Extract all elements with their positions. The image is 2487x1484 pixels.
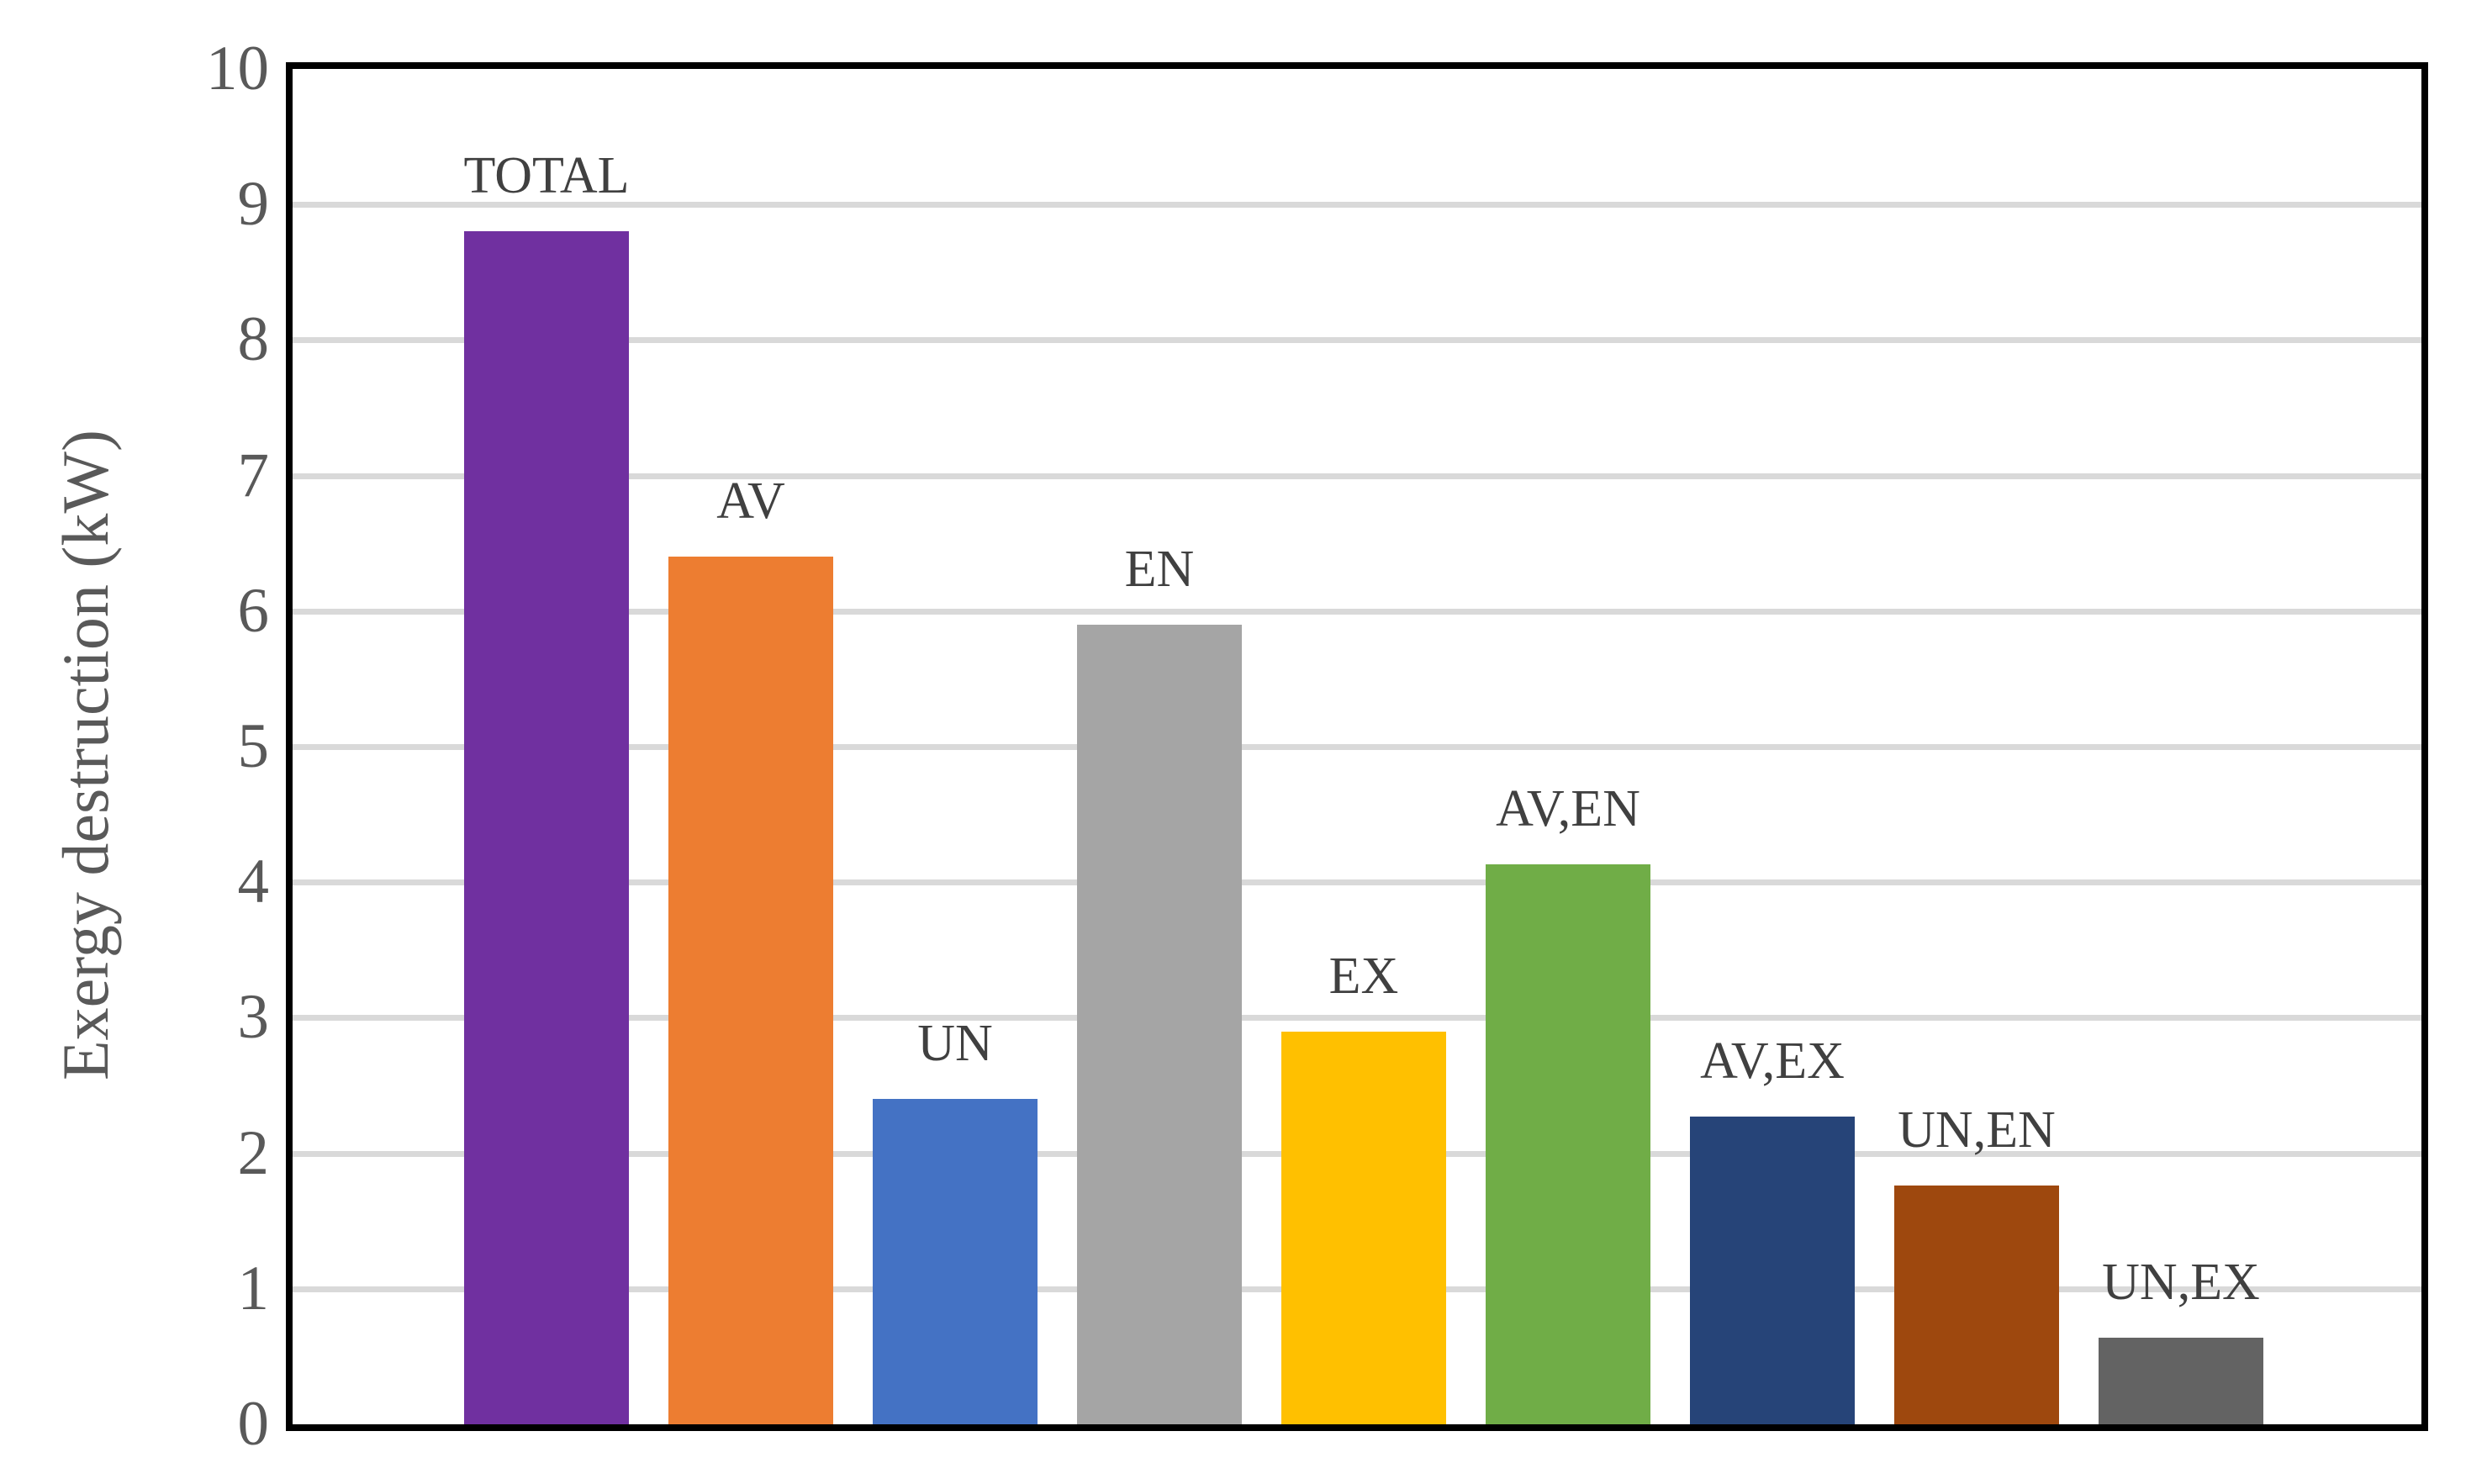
bar-total [464,231,629,1424]
bar-label: TOTAL [463,147,630,205]
bar-av-ex [1690,1117,1855,1424]
y-tick-label: 7 [237,440,270,510]
y-tick-label: 1 [237,1253,270,1323]
bar-en [1077,624,1242,1424]
gridline [293,608,2421,615]
y-tick-label: 4 [237,847,270,917]
bar-label: UN [917,1015,993,1073]
gridline [293,879,2421,886]
bar-un [873,1099,1038,1424]
bar-label: UN,EX [2102,1253,2260,1311]
gridline [293,1015,2421,1022]
y-tick-label: 0 [237,1389,270,1459]
y-tick-label: 8 [237,304,270,375]
y-tick-label: 6 [237,575,270,646]
bar-label: AV [716,473,785,531]
y-tick-label: 2 [237,1117,270,1188]
gridline [293,744,2421,750]
bar-label: EX [1328,947,1399,1005]
bar-label: AV,EX [1700,1032,1845,1091]
bar-av [668,557,833,1424]
y-tick-label: 9 [237,169,270,240]
gridline [293,337,2421,344]
y-tick-label: 10 [206,34,269,103]
bar-label: EN [1124,540,1195,598]
bar-label: UN,EN [1898,1101,2056,1159]
bar-un-ex [2099,1337,2263,1424]
plot-area: TOTAL AV UN EN EX AV,EN AV,EX UN,EN UN,EX [286,62,2428,1431]
gridline [293,202,2421,209]
bar-ex [1281,1031,1446,1424]
bar-un-en [1894,1186,2059,1424]
bar-label: AV,EN [1496,780,1640,838]
y-tick-label: 3 [237,982,270,1053]
y-tick-label: 5 [237,711,270,781]
bar-av-en [1486,864,1650,1424]
gridline [293,473,2421,479]
